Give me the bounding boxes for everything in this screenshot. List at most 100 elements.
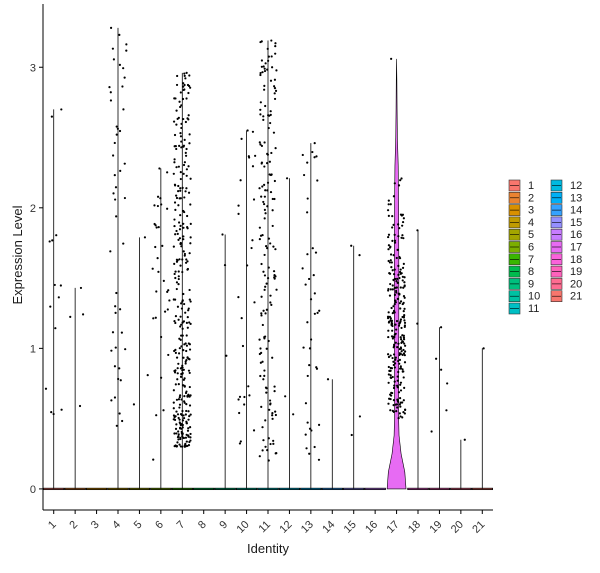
point-7: [187, 165, 190, 168]
point-11: [267, 266, 270, 269]
point-11: [273, 385, 276, 388]
point-11: [269, 79, 273, 82]
point-7: [178, 258, 181, 261]
point-17: [389, 203, 392, 206]
point-11: [273, 87, 277, 90]
point-7: [182, 356, 185, 359]
point-6: [159, 197, 162, 200]
point-17: [401, 234, 404, 237]
point-7: [179, 197, 182, 200]
point-7: [185, 422, 188, 425]
point-7: [189, 436, 192, 439]
point-17: [400, 177, 403, 180]
point-7: [183, 138, 186, 141]
point-6: [155, 226, 158, 229]
point-7: [188, 358, 191, 361]
point-17: [396, 297, 399, 300]
point-17: [393, 362, 397, 365]
point-1: [52, 412, 55, 416]
point-7: [189, 300, 192, 303]
point-7: [188, 371, 191, 375]
point-7: [182, 436, 186, 440]
point-11: [260, 262, 263, 266]
point-7: [173, 432, 176, 435]
point-15: [358, 415, 361, 418]
point-17: [389, 374, 392, 377]
point-6: [152, 317, 155, 320]
point-11: [259, 108, 262, 111]
point-17: [389, 319, 392, 322]
point-7: [184, 120, 187, 124]
point-6: [162, 409, 165, 412]
point-11: [271, 417, 274, 420]
point-4: [124, 348, 127, 351]
point-11: [265, 308, 268, 311]
point-17: [402, 376, 405, 379]
point-10: [253, 301, 256, 304]
point-17: [403, 281, 406, 284]
point-11: [260, 162, 263, 165]
point-7: [183, 74, 186, 77]
point-11: [273, 276, 276, 279]
point-17: [393, 380, 396, 383]
point-7: [176, 372, 179, 375]
point-11: [269, 242, 272, 245]
point-11: [260, 312, 263, 315]
point-10: [238, 395, 242, 398]
point-7: [184, 413, 187, 416]
point-17: [404, 408, 407, 411]
point-17: [389, 288, 392, 291]
point-7: [176, 232, 179, 235]
point-7: [179, 187, 182, 190]
point-7: [177, 184, 180, 188]
point-6: [153, 204, 156, 207]
point-7: [180, 345, 183, 348]
point-11: [258, 141, 261, 144]
point-1: [49, 305, 52, 308]
point-11: [260, 65, 263, 68]
point-4: [123, 76, 126, 79]
point-17: [390, 323, 393, 326]
point-17: [397, 370, 400, 374]
point-11: [258, 455, 261, 458]
point-17: [386, 315, 390, 318]
point-4: [112, 58, 115, 61]
point-11: [263, 84, 266, 87]
point-10: [239, 440, 242, 443]
point-17: [389, 317, 392, 320]
point-17: [400, 341, 403, 344]
point-7: [180, 323, 183, 326]
point-4: [119, 169, 122, 172]
point-10: [240, 317, 243, 320]
point-17: [401, 368, 404, 371]
point-7: [184, 154, 188, 157]
point-11: [271, 356, 274, 359]
point-7: [181, 97, 185, 101]
point-17: [388, 320, 391, 323]
legend-label-6: 6: [528, 242, 534, 254]
point-7: [188, 404, 192, 407]
point-7: [175, 398, 179, 401]
point-11: [264, 386, 268, 389]
point-17: [389, 409, 392, 412]
point-1: [51, 239, 54, 242]
x-tick-label: 21: [470, 519, 487, 536]
point-6: [157, 270, 160, 273]
point-7: [186, 316, 189, 319]
point-7: [175, 260, 179, 263]
point-13: [306, 421, 309, 424]
point-15: [350, 433, 353, 437]
point-7: [173, 349, 176, 353]
point-13: [315, 367, 319, 370]
point-13: [308, 427, 312, 430]
point-17: [397, 184, 401, 187]
point-7: [177, 435, 180, 438]
point-10: [251, 239, 254, 242]
point-11: [267, 126, 270, 130]
point-7: [185, 334, 188, 337]
point-11: [266, 181, 270, 184]
point-7: [177, 438, 180, 441]
point-7: [187, 118, 190, 121]
point-7: [186, 260, 189, 263]
point-4: [115, 291, 118, 295]
